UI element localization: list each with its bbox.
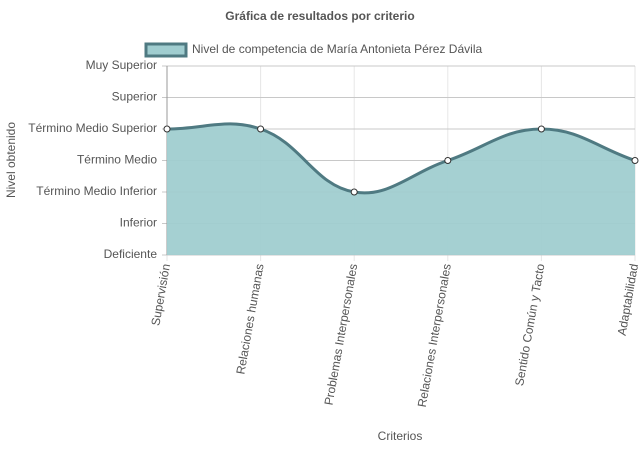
x-tick-label: Sentido Común y Tacto (512, 262, 547, 387)
y-tick-label: Término Medio (77, 153, 157, 167)
x-tick-label: Problemas Interpersonales (322, 263, 361, 407)
point (350, 188, 358, 196)
legend-swatch (144, 42, 188, 58)
y-tick-label: Término Medio Inferior (36, 184, 157, 198)
y-tick-label: Inferior (120, 216, 157, 230)
legend-label: Nivel de competencia de María Antonieta … (192, 42, 482, 56)
y-tick-label: Deficiente (104, 247, 158, 261)
point (537, 125, 545, 133)
chart-title: Gráfica de resultados por criterio (225, 9, 414, 23)
x-tick-label: Relaciones humanas (233, 263, 266, 376)
y-tick-label: Muy Superior (86, 58, 157, 72)
y-axis-label: Nivel obtenido (4, 122, 18, 198)
x-axis-label: Criterios (378, 429, 423, 443)
x-tick-label: Relaciones Interpersonales (415, 263, 454, 409)
point (631, 157, 639, 164)
x-tick-label: Supervisión (148, 263, 173, 327)
x-tick-label: Adaptabilidad (615, 263, 639, 337)
point (163, 125, 171, 133)
area (167, 123, 635, 255)
point (257, 125, 265, 133)
y-tick-label: Término Medio Superior (28, 121, 157, 135)
y-tick-label: Superior (112, 90, 157, 104)
point (444, 157, 452, 164)
